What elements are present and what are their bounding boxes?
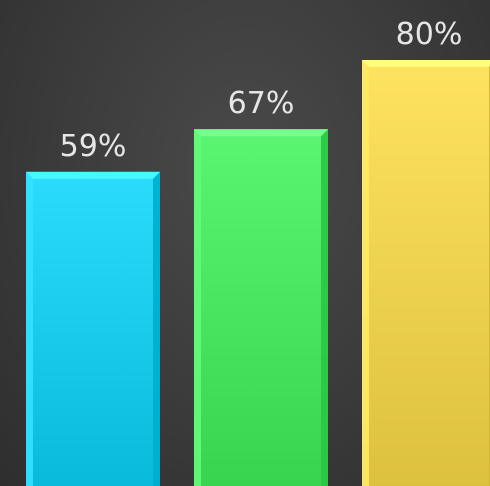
bar-1-body bbox=[26, 171, 160, 486]
data-label-1: 59% bbox=[60, 129, 127, 164]
bar-3-top-bevel bbox=[362, 60, 490, 67]
bar-1-right-bevel bbox=[153, 171, 160, 486]
data-label-3: 80% bbox=[396, 17, 463, 52]
bars-layer bbox=[26, 60, 490, 486]
bar-1-left-bevel bbox=[26, 171, 33, 486]
bar-3 bbox=[362, 60, 490, 486]
bar-1 bbox=[26, 171, 160, 486]
bar-2-top-bevel bbox=[194, 129, 328, 137]
bar-2 bbox=[194, 129, 328, 486]
bar-3-left-bevel bbox=[362, 60, 369, 486]
bar-2-left-bevel bbox=[194, 129, 201, 486]
labels-layer: 59% 67% 80% bbox=[60, 17, 463, 164]
bar-3-body bbox=[362, 60, 490, 486]
bar-2-right-bevel bbox=[321, 129, 328, 486]
bar-1-top-bevel bbox=[26, 171, 160, 179]
bar-2-body bbox=[194, 129, 328, 486]
data-label-2: 67% bbox=[228, 86, 295, 121]
